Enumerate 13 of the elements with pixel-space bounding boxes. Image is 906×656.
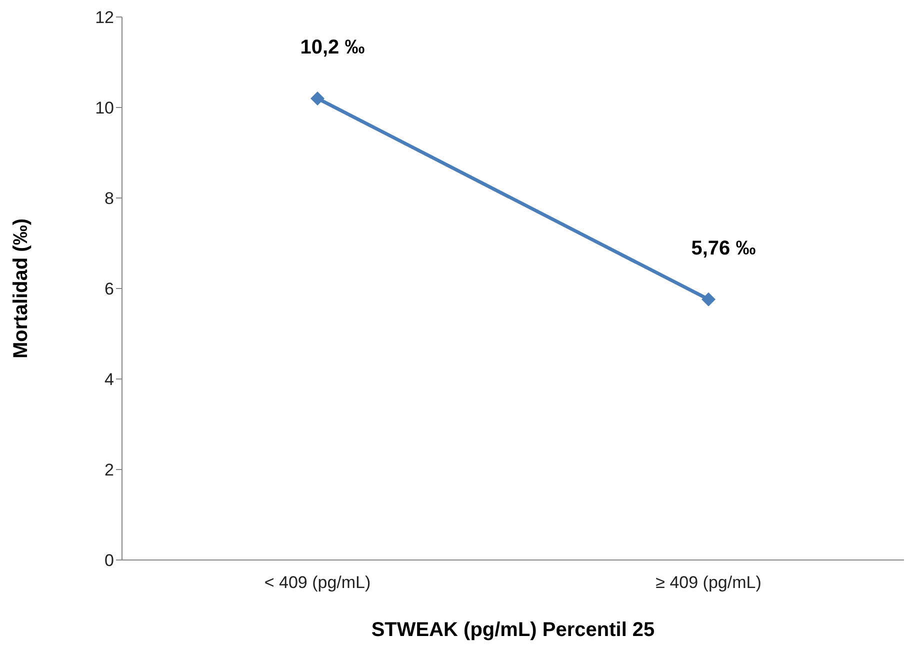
y-tick-label: 12	[95, 8, 114, 28]
x-tick-label: < 409 (pg/mL)	[264, 573, 371, 592]
x-axis-title: STWEAK (pg/mL) Percentil 25	[371, 619, 655, 641]
y-tick-label: 8	[104, 189, 114, 208]
y-tick-label: 4	[104, 370, 114, 390]
data-label: 10,2 ‰	[300, 36, 365, 58]
y-tick-label: 6	[104, 280, 114, 299]
y-tick-label: 2	[104, 460, 114, 480]
y-tick-label: 0	[104, 551, 114, 570]
y-axis-title: Mortalidad (‰)	[10, 218, 32, 358]
x-tick-label: ≥ 409 (pg/mL)	[656, 573, 762, 592]
y-tick-label: 10	[95, 98, 114, 118]
data-label: 5,76 ‰	[691, 237, 756, 260]
